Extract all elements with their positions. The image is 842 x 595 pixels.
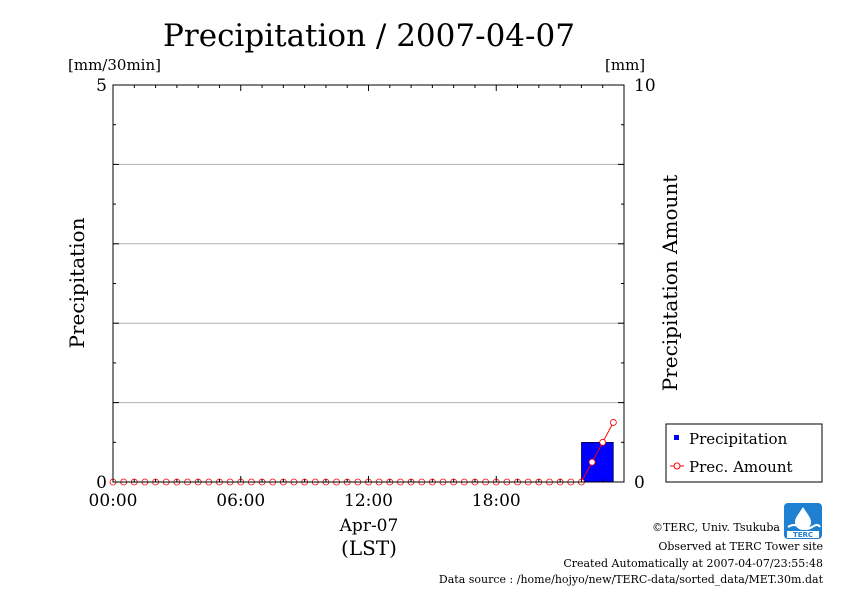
x-axis-zone-label: (LST) bbox=[341, 536, 397, 560]
chart-title: Precipitation / 2007-04-07 bbox=[163, 18, 575, 54]
footer-copyright: ©TERC, Univ. Tsukuba bbox=[652, 521, 780, 534]
left-axis-unit: [mm/30min] bbox=[68, 56, 161, 74]
left-axis-label: Precipitation bbox=[65, 217, 89, 348]
footer-source: Data source : /home/hojyo/new/TERC-data/… bbox=[439, 573, 824, 586]
gridlines bbox=[113, 163, 624, 404]
legend-amount-marker bbox=[673, 462, 681, 470]
left-tick-label: 5 bbox=[96, 76, 107, 96]
right-tick-label: 0 bbox=[634, 473, 645, 493]
terc-logo-drop-icon bbox=[795, 507, 811, 530]
prec-amount-polyline bbox=[113, 422, 614, 483]
legend-amount-label: Prec. Amount bbox=[689, 458, 793, 476]
legend-precipitation-label: Precipitation bbox=[689, 430, 788, 448]
terc-logo-band bbox=[787, 531, 819, 538]
x-tick-label: 00:00 bbox=[89, 491, 138, 511]
prec-amount-point bbox=[609, 419, 617, 426]
terc-logo: TERC bbox=[784, 503, 822, 539]
footer-observed: Observed at TERC Tower site bbox=[658, 540, 823, 553]
prec-amount-point bbox=[599, 438, 607, 446]
axis-ticks: 00:00 06:00 12:00 18:00 0 5 0 10 bbox=[89, 76, 656, 511]
footer-created: Created Automatically at 2007-04-07/23:5… bbox=[563, 557, 823, 570]
precipitation-bars bbox=[581, 441, 614, 483]
right-axis-label: Precipitation Amount bbox=[658, 175, 682, 392]
left-tick-label: 0 bbox=[96, 473, 107, 493]
x-tick-label: 12:00 bbox=[344, 491, 393, 511]
terc-logo-text: TERC bbox=[793, 531, 813, 539]
x-tick-label: 18:00 bbox=[472, 491, 521, 511]
right-axis-unit: [mm] bbox=[605, 56, 645, 74]
plot-frame bbox=[112, 84, 625, 483]
terc-logo-wave-icon bbox=[787, 524, 821, 530]
precipitation-bar-0 bbox=[581, 441, 614, 483]
legend: Precipitation Prec. Amount bbox=[665, 423, 823, 483]
prec-amount-point bbox=[588, 458, 596, 466]
x-tick-label: 06:00 bbox=[216, 491, 265, 511]
legend-box bbox=[665, 423, 823, 483]
right-tick-label: 10 bbox=[634, 76, 656, 96]
x-axis-date-label: Apr-07 bbox=[339, 516, 399, 536]
prec-amount-line bbox=[109, 419, 617, 486]
legend-precipitation-swatch bbox=[674, 435, 679, 440]
